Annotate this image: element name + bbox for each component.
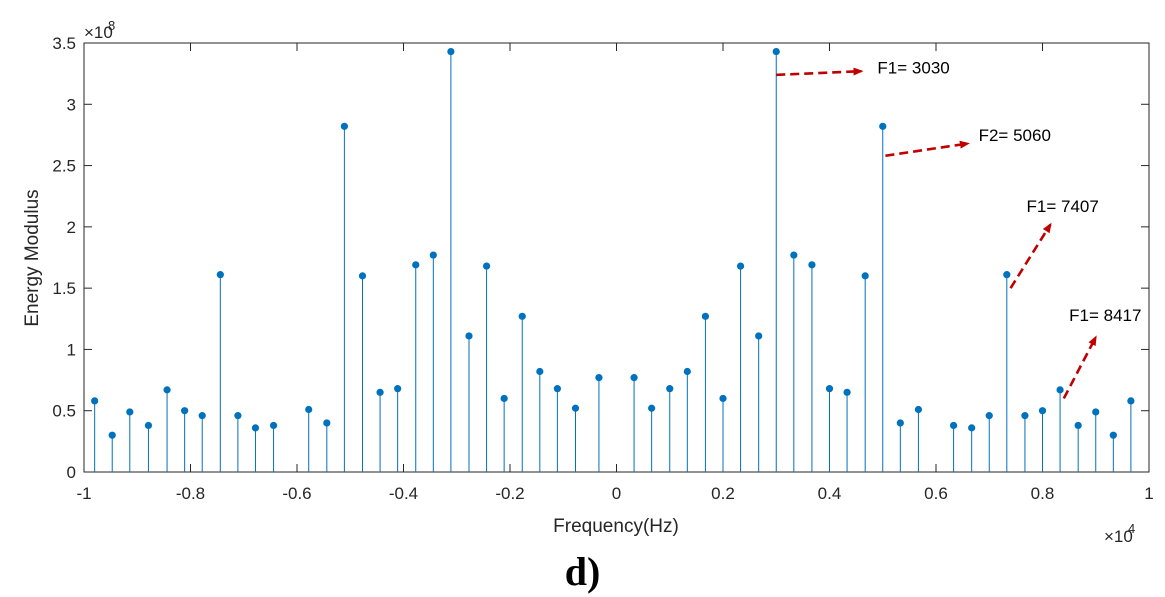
stem-marker [518,312,526,320]
stem-marker [843,388,851,396]
stem-marker [1021,412,1029,420]
stem-marker [1127,397,1135,405]
stem-marker [879,122,887,130]
stem-marker [358,272,367,280]
y-tick-label: 2.5 [52,157,76,176]
stem-marker [108,431,116,439]
x-tick-label: -1 [76,484,91,503]
stem-marker [719,394,727,403]
x-tick-label: -0.6 [282,484,311,503]
stem-marker [914,405,923,414]
axis-ticks: -1 -0.8 -0.6 -0.4 -0.2 0 0.2 0.4 0.6 0.8 1 0 0.5 1 1.5… [52,34,1153,503]
stem-marker [896,419,904,427]
y-exponent-label: ×10 8 [84,18,115,42]
stem-marker [1092,408,1100,416]
annotation-arrow [1009,222,1052,289]
stem-marker [216,271,224,279]
stem-marker [340,122,348,130]
stem-marker [251,424,260,432]
plot-frame [83,42,1150,473]
annotation-label: F2= 5060 [979,126,1051,145]
x-tick-label: -0.8 [176,484,205,503]
stem-marker [666,385,674,393]
stem-marker [198,412,206,420]
annotations: F1= 3030 F2= 5060 F1= 7407 F1= 8417 [776,59,1141,400]
stem-marker [736,262,745,270]
stem-marker [269,421,278,430]
stem-marker [536,367,544,376]
annotation-label: F1= 7407 [1027,197,1099,216]
annotation-arrow [776,67,864,77]
x-axis-label: Frequency(Hz) [553,516,679,537]
x-tick-label: 0.4 [818,484,842,503]
stem-marker [553,385,561,393]
stem-marker [949,421,958,430]
y-tick-label: 0.5 [52,402,76,421]
y-axis-label: Energy Modulus [22,189,43,326]
x-tick-label: 1 [1144,484,1153,503]
x-tick-label: 0.6 [924,484,948,503]
stem-marker [91,397,99,405]
y-tick-label: 3 [67,95,76,114]
stem-marker [825,385,834,393]
y-exponent-base: ×10 [84,23,113,42]
y-tick-label: 1.5 [52,279,76,298]
plot-area [83,42,1150,473]
stem-marker [144,421,153,430]
y-tick-label: 1 [67,340,76,359]
stem-marker [968,424,976,432]
annotation-label: F1= 8417 [1069,306,1141,325]
stem-marker [305,405,313,414]
figure-caption: d) [564,549,601,594]
stem-marker [181,407,189,415]
stem-marker [500,394,508,403]
y-tick-label: 0 [67,463,76,482]
stem-marker [630,374,638,382]
stem-marker [595,374,603,382]
stem-marker [683,367,691,376]
stem-marker [482,262,491,270]
x-tick-label: -0.4 [389,484,418,503]
stem-marker [126,408,134,416]
stem-marker [447,47,455,56]
stem-marker [1038,407,1047,415]
x-exponent-power: 4 [1128,521,1135,536]
stem-marker [394,385,402,393]
stem-marker [790,251,798,259]
stem-marker [376,388,384,396]
stem-marker [429,251,437,259]
stem-marker [1056,386,1064,394]
stem-marker [571,404,580,412]
y-tick-label: 2 [67,218,76,237]
stem-marker [755,332,763,340]
stem-marker [1074,421,1082,430]
stem-marker [234,412,242,420]
x-tick-label: 0.8 [1031,484,1055,503]
annotation-label: F1= 3030 [877,59,949,78]
x-exponent-base: ×10 [1104,527,1133,546]
stem-marker [412,261,420,269]
stem-marker [465,332,473,340]
stem-marker [163,386,171,394]
x-exponent-label: ×10 4 [1104,521,1135,546]
x-tick-label: -0.2 [495,484,524,503]
annotation-arrow [1062,335,1097,400]
stem-marker [861,272,869,280]
annotation-arrow [885,140,970,158]
y-exponent-power: 8 [108,18,115,33]
x-tick-label: 0.2 [711,484,735,503]
stem-marker [1109,431,1117,439]
stem-marker [323,419,331,427]
stem-series [91,47,1135,472]
y-tick-label: 3.5 [52,34,76,53]
stem-marker [772,47,780,56]
stem-marker [648,404,656,412]
stem-marker [985,412,993,420]
x-tick-label: 0 [612,484,621,503]
stem-marker [808,261,816,269]
stem-marker [1003,271,1011,279]
stem-marker [701,312,710,320]
